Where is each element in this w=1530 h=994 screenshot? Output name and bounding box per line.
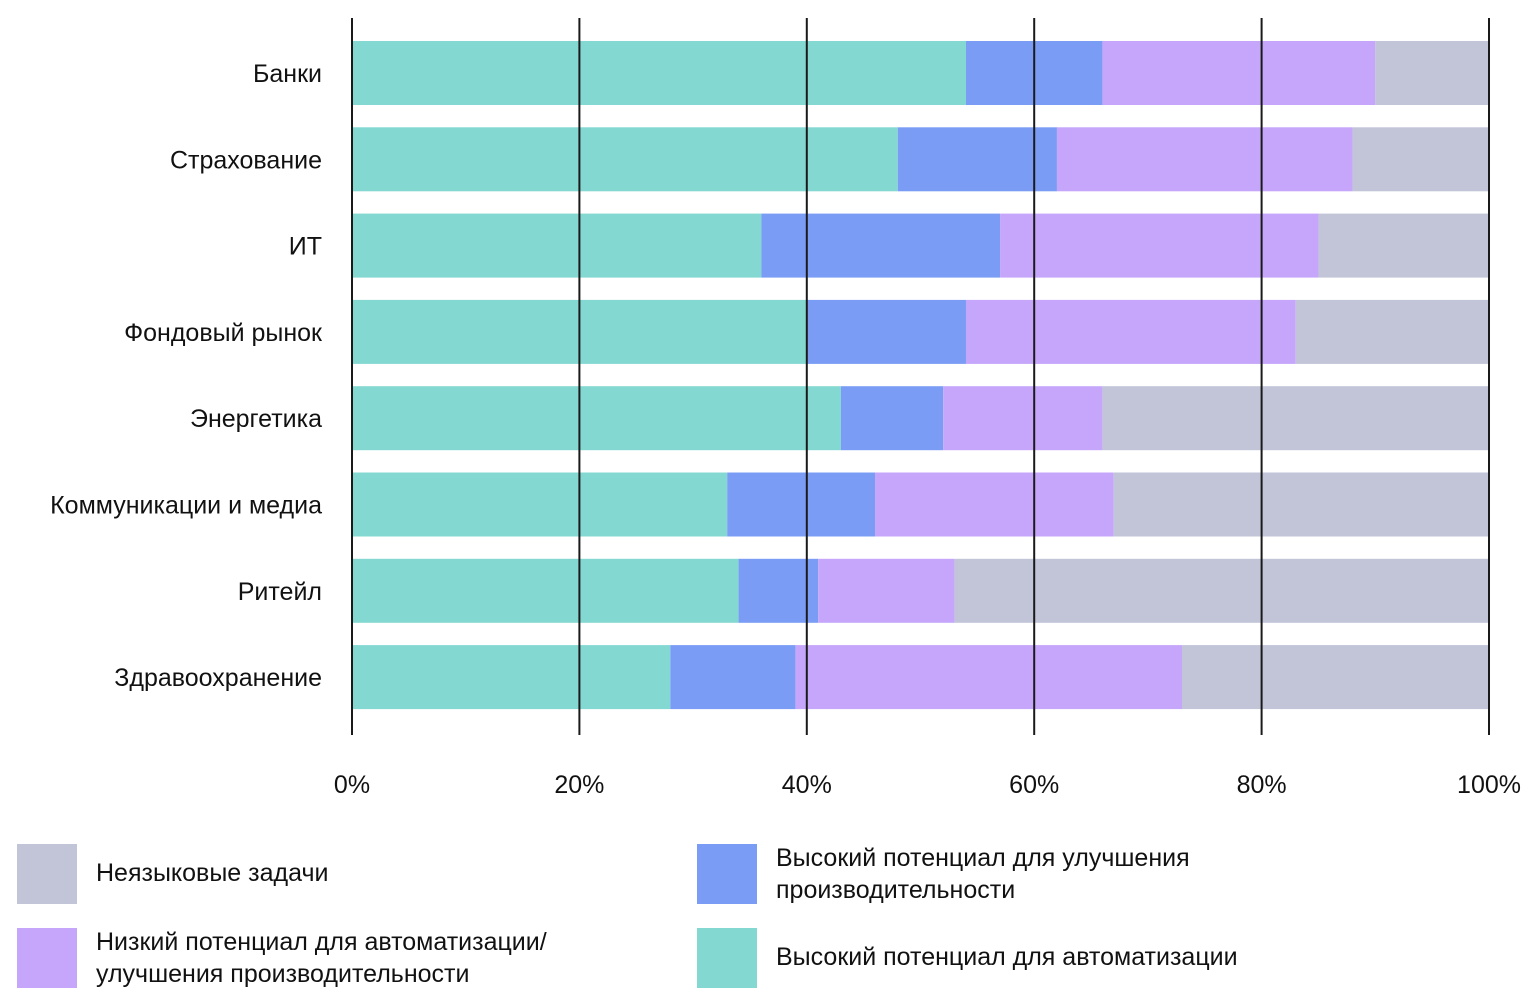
bar-high-productivity-5 — [727, 472, 876, 537]
bar-low-potential-2 — [1000, 213, 1319, 278]
legend-item-low-potential: Низкий потенциал для автоматизации/ улуч… — [17, 928, 547, 990]
legend-swatch-non-language — [17, 844, 77, 904]
stacked-bar-chart: Банки Страхование ИТ Фондовый рынок Энергети… — [50, 18, 1521, 799]
bar-low-potential-1 — [1056, 127, 1353, 192]
bar-non-language-6 — [954, 558, 1489, 623]
bar-non-language-3 — [1295, 299, 1489, 364]
bar-low-potential-5 — [875, 472, 1114, 537]
bar-high-automation-4 — [352, 386, 841, 451]
bar-high-automation-5 — [352, 472, 728, 537]
x-tick-label-60: 60% — [1009, 771, 1059, 799]
category-label-1: Страхование — [170, 146, 322, 174]
category-label-4: Энергетика — [190, 405, 322, 433]
bar-low-potential-6 — [818, 558, 955, 623]
legend-item-non-language: Неязыковые задачи — [17, 844, 328, 904]
bar-high-automation-1 — [352, 127, 898, 192]
category-label-6: Ритейл — [238, 578, 322, 606]
x-tick-labels: 0% 20% 40% 60% 80% 100% — [334, 771, 1521, 799]
bar-high-productivity-6 — [738, 558, 819, 623]
bar-low-potential-3 — [965, 299, 1296, 364]
bar-non-language-1 — [1352, 127, 1489, 192]
bars-layer — [352, 41, 1489, 710]
bar-non-language-5 — [1113, 472, 1489, 537]
category-label-3: Фондовый рынок — [124, 319, 323, 347]
x-tick-label-20: 20% — [554, 771, 604, 799]
bar-high-automation-2 — [352, 213, 762, 278]
bar-high-productivity-3 — [806, 299, 966, 364]
bar-low-potential-0 — [1102, 41, 1376, 105]
gridlines — [351, 18, 1490, 735]
bar-low-potential-4 — [943, 386, 1103, 451]
bar-high-productivity-1 — [897, 127, 1057, 192]
category-label-2: ИТ — [289, 233, 322, 261]
legend-label-high-automation: Высокий потенциал для автоматизации — [776, 943, 1238, 971]
bar-high-productivity-2 — [761, 213, 1001, 278]
bar-non-language-4 — [1102, 386, 1489, 451]
category-label-7: Здравоохранение — [114, 664, 322, 692]
x-tick-label-40: 40% — [782, 771, 832, 799]
legend-label-non-language: Неязыковые задачи — [96, 859, 329, 887]
bar-high-automation-6 — [352, 558, 739, 623]
legend-item-high-automation: Высокий потенциал для автоматизации — [697, 928, 1238, 988]
category-label-5: Коммуникации и медиа — [50, 492, 322, 520]
legend-label-high-productivity: Высокий потенциал для улучшения производ… — [776, 844, 1190, 904]
legend: Неязыковые задачи Высокий потенциал для … — [0, 830, 1530, 994]
category-label-0: Банки — [253, 60, 322, 88]
bar-non-language-2 — [1318, 213, 1489, 278]
bar-high-automation-0 — [352, 41, 966, 105]
x-tick-label-80: 80% — [1237, 771, 1287, 799]
x-tick-label-100: 100% — [1457, 771, 1521, 799]
bar-non-language-7 — [1182, 645, 1489, 710]
legend-swatch-low-potential — [17, 928, 77, 988]
legend-swatch-high-automation — [697, 928, 757, 988]
legend-label-low-potential: Низкий потенциал для автоматизации/ улуч… — [96, 928, 547, 988]
bar-non-language-0 — [1375, 41, 1489, 105]
category-labels: Банки Страхование ИТ Фондовый рынок Энергети… — [50, 60, 323, 692]
legend-swatch-high-productivity — [697, 844, 757, 904]
bar-high-automation-7 — [352, 645, 671, 710]
bar-high-productivity-4 — [840, 386, 944, 451]
bar-low-potential-7 — [795, 645, 1183, 710]
x-tick-label-0: 0% — [334, 771, 370, 799]
bar-high-productivity-7 — [670, 645, 796, 710]
legend-item-high-productivity: Высокий потенциал для улучшения производ… — [697, 844, 1190, 906]
